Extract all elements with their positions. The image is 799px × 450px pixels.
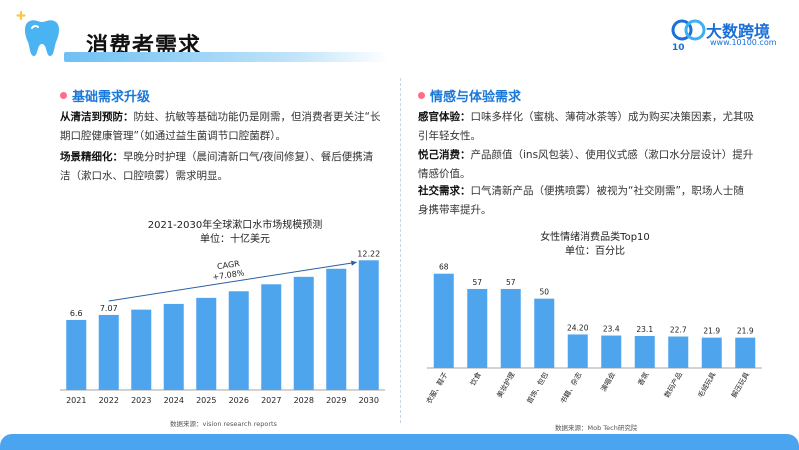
x-tick-label: 2024 (164, 396, 184, 405)
title-underline (64, 52, 389, 62)
bar-2024 (163, 303, 184, 390)
left-p2-text-a: 早晚分时护理（晨间清新口气/夜间修复）、餐后便携清 (123, 151, 374, 163)
bar-首饰、包包 (534, 298, 555, 368)
data-label: 50 (539, 288, 549, 297)
bar-2021 (66, 319, 87, 390)
x-tick-label: 数码产品 (662, 371, 684, 400)
cagr-label: CAGR (217, 259, 241, 271)
left-section-title: 基础需求升级 (72, 90, 151, 105)
x-tick-label: 2028 (294, 396, 314, 405)
bar-2023 (131, 309, 152, 390)
cagr-value: +7.08% (212, 268, 245, 281)
x-tick-label: 首饰、包包 (525, 371, 550, 406)
tooth-icon (16, 10, 60, 56)
x-tick-label: 书籍、杂志 (558, 371, 583, 406)
left-p2-text-b: 洁（漱口水、口腔喷雾）需求明显。 (60, 170, 228, 182)
data-label: 7.07 (100, 304, 118, 313)
footer-bar (0, 434, 799, 450)
data-label: 57 (472, 278, 482, 287)
left-paragraph-1: 从清洁到预防：防蛀、抗敏等基础功能仍是刚需，但消费者更关注“长 期口腔健康管理”… (60, 108, 390, 146)
right-chart-title: 女性情绪消费品类Top10 (540, 232, 650, 243)
cagr-arrow (108, 261, 357, 302)
bar-书籍、杂志 (567, 334, 588, 368)
data-label: 21.9 (703, 327, 720, 336)
right-p2-label: 悦己消费： (418, 149, 471, 161)
data-label: 21.9 (737, 327, 754, 336)
bar-衣服、鞋子 (433, 273, 454, 368)
bar-美妆护理 (500, 288, 521, 368)
x-tick-label: 2022 (99, 396, 119, 405)
data-label: 23.4 (603, 325, 620, 334)
x-tick-label: 饮食 (468, 371, 483, 388)
logo-url: www.10100.com (710, 38, 777, 47)
left-paragraph-2: 场景精细化：早晚分时护理（晨间清新口气/夜间修复）、餐后便携清 洁（漱口水、口腔… (60, 148, 390, 186)
bar-饮食 (467, 288, 488, 368)
section-bullet-icon (60, 92, 67, 99)
section-bullet-icon (418, 92, 425, 99)
bar-数码产品 (668, 336, 689, 368)
bar-2030 (358, 260, 379, 390)
x-tick-label: 2029 (326, 396, 346, 405)
right-p3-text-a: 口气清新产品（便携喷雾）被视为“社交刚需”，职场人士随 (470, 185, 744, 197)
bar-解压玩具 (735, 337, 756, 368)
x-tick-label: 2026 (229, 396, 249, 405)
female-emotional-consumption-bar-chart: 68 衣服、鞋子 57 饮食 57 美妆护理 50 首饰、包包 24.20 书籍、杂志 23.4 演唱… (424, 263, 762, 406)
x-tick-label: 2027 (261, 396, 281, 405)
x-tick-label: 香氛 (636, 371, 651, 388)
logo-name: 大数跨境 (706, 22, 771, 41)
market-size-bar-chart: 2021 6.6 2022 7.07 2023 2024 2025 2026 2027 2028 2… (60, 249, 385, 405)
x-tick-label: 2023 (131, 396, 151, 405)
right-p3-text-b: 身携带率提升。 (418, 204, 492, 216)
bar-2025 (196, 297, 217, 390)
right-p1-text-b: 引年轻女性。 (418, 130, 481, 142)
left-p1-text-b: 期口腔健康管理”（如通过益生菌调节口腔菌群）。 (60, 130, 286, 142)
data-label: 23.1 (636, 325, 653, 334)
x-tick-label: 解压玩具 (729, 371, 751, 400)
bar-2022 (98, 314, 119, 390)
right-paragraph-1: 感官体验：口味多样化（蜜桃、薄荷冰茶等）成为购买决策因素，尤其吸 引年轻女性。 (418, 108, 778, 146)
x-tick-label: 衣服、鞋子 (424, 371, 449, 406)
x-tick-label: 美妆护理 (495, 371, 517, 400)
bar-2029 (326, 268, 347, 390)
left-p1-text-a: 防蛀、抗敏等基础功能仍是刚需，但消费者更关注“长 (133, 111, 381, 123)
right-p2-text-b: 情感价值。 (418, 168, 471, 180)
data-label: 68 (439, 263, 449, 272)
right-chart-unit: 单位：百分比 (565, 246, 625, 257)
bar-演唱会 (601, 335, 622, 368)
left-p2-label: 场景精细化： (60, 151, 123, 163)
bar-香氛 (634, 335, 655, 368)
data-label: 57 (506, 278, 516, 287)
left-chart-title: 2021-2030年全球漱口水市场规模预测 (147, 220, 323, 231)
bar-毛绒玩具 (701, 337, 722, 368)
column-divider (400, 78, 401, 423)
right-section-title: 情感与体验需求 (430, 90, 522, 105)
svg-text:10: 10 (672, 43, 685, 53)
data-label: 22.7 (670, 326, 687, 335)
right-paragraph-2: 悦己消费：产品颜值（ins风包装）、使用仪式感（漱口水分层设计）提升 情感价值。 (418, 146, 778, 184)
bar-2026 (228, 291, 249, 390)
brand-logo-icon: 10 (671, 19, 706, 53)
data-label: 12.22 (357, 249, 380, 258)
right-p1-label: 感官体验： (418, 111, 471, 123)
right-chart-source: 数据来源：Mob Tech研究院 (555, 424, 638, 432)
right-p3-label: 社交需求： (418, 185, 471, 197)
data-label: 6.6 (70, 309, 83, 318)
x-tick-label: 2030 (359, 396, 379, 405)
right-p2-text-a: 产品颜值（ins风包装）、使用仪式感（漱口水分层设计）提升 (470, 149, 754, 161)
x-tick-label: 演唱会 (599, 371, 617, 394)
data-label: 24.20 (567, 323, 589, 332)
bar-2028 (293, 276, 314, 390)
x-tick-label: 毛绒玩具 (696, 371, 718, 400)
cagr-arrow-head-icon (351, 260, 357, 266)
x-tick-label: 2021 (66, 396, 86, 405)
right-p1-text-a: 口味多样化（蜜桃、薄荷冰茶等）成为购买决策因素，尤其吸 (470, 111, 755, 123)
left-chart-unit: 单位：十亿美元 (200, 234, 270, 245)
x-tick-label: 2025 (196, 396, 216, 405)
left-p1-label: 从清洁到预防： (60, 111, 134, 123)
bar-2027 (261, 284, 282, 390)
left-chart-source: 数据来源：vision research reports (170, 420, 277, 428)
right-paragraph-3: 社交需求：口气清新产品（便携喷雾）被视为“社交刚需”，职场人士随 身携带率提升。 (418, 182, 778, 220)
